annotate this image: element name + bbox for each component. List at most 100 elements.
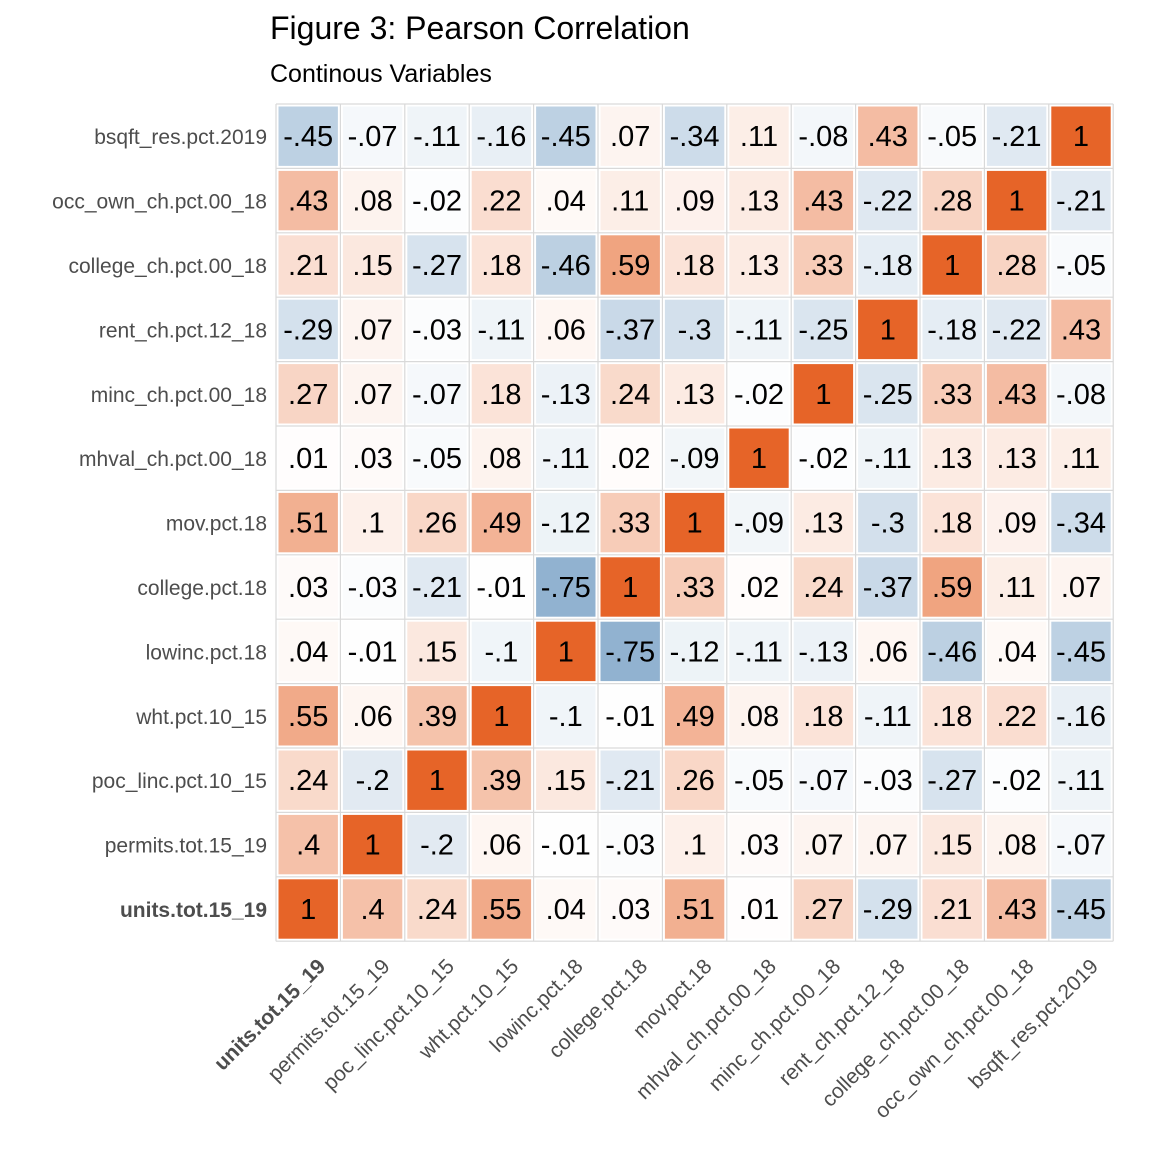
cell-value-label: .06: [352, 701, 392, 733]
heatmap-cell: [278, 170, 338, 231]
cell-value-label: .18: [803, 701, 843, 733]
cell-value-label: 1: [944, 250, 960, 282]
heatmap-cell: [664, 621, 725, 682]
y-axis-label: lowinc.pct.18: [146, 641, 267, 664]
cell-value-label: .43: [996, 894, 1036, 926]
heatmap-cell: [342, 750, 403, 810]
heatmap-cell: [471, 621, 532, 682]
cell-value-label: .07: [610, 121, 650, 153]
cell-value-label: -.08: [798, 121, 848, 153]
heatmap-cell: [986, 364, 1047, 424]
heatmap-cell: [793, 428, 854, 488]
cell-value-label: -.25: [798, 314, 848, 346]
heatmap-cell: [858, 686, 918, 746]
y-axis-label: rent_ch.pct.12_18: [99, 319, 267, 342]
cell-value-label: -.01: [541, 830, 591, 862]
y-axis-label: bsqft_res.pct.2019: [94, 126, 267, 149]
heatmap-cell: [407, 364, 467, 424]
grid-lines: [275, 103, 1114, 942]
heatmap-cell: [729, 686, 789, 746]
heatmap-cell: [986, 879, 1047, 939]
heatmap-cell: [858, 879, 918, 939]
heatmap-cell: [664, 492, 725, 553]
heatmap-cell: [278, 750, 338, 810]
cell-value-label: -.45: [1056, 636, 1106, 668]
cell-value-label: 1: [1073, 121, 1089, 153]
cell-value-label: .27: [803, 894, 843, 926]
cell-value-label: .03: [739, 830, 779, 862]
heatmap-cell: [342, 492, 403, 553]
heatmap-cell: [729, 170, 789, 231]
cell-value-label: .18: [932, 508, 972, 540]
cell-value-label: .06: [481, 830, 521, 862]
heatmap-cell: [407, 428, 467, 488]
cell-value-label: 1: [880, 314, 896, 346]
cell-value-label: .4: [296, 830, 320, 862]
heatmap-cell: [407, 299, 467, 360]
cell-value-label: .11: [998, 572, 1036, 604]
heatmap-cell: [278, 428, 338, 488]
heatmap-cell: [471, 428, 532, 488]
cell-value-label: -.22: [992, 314, 1042, 346]
heatmap-cell: [471, 557, 532, 617]
heatmap-cell: [858, 170, 918, 231]
heatmap-cell: [922, 235, 982, 295]
heatmap-cell: [471, 235, 532, 295]
heatmap-cell: [342, 364, 403, 424]
heatmap-cell: [536, 750, 596, 810]
heatmap-cell: [471, 686, 532, 746]
cell-value-label: .15: [546, 765, 586, 797]
heatmap-cell: [536, 557, 596, 617]
heatmap-cell: [278, 621, 338, 682]
heatmap-cell: [1051, 686, 1111, 746]
heatmap-cell: [729, 299, 789, 360]
cell-value-label: .02: [739, 572, 779, 604]
heatmap-cell: [407, 750, 467, 810]
heatmap-cell: [1051, 557, 1111, 617]
cell-value-label: .51: [288, 508, 328, 540]
cell-value-label: -.37: [605, 314, 655, 346]
heatmap-cell: [729, 879, 789, 939]
cell-value-label: .55: [481, 894, 521, 926]
cell-value-label: .08: [352, 186, 392, 218]
cell-value-label: .15: [932, 830, 972, 862]
heatmap-cell: [342, 621, 403, 682]
heatmap-cell: [536, 492, 596, 553]
heatmap-cell: [1051, 299, 1111, 360]
cell-value-label: .43: [868, 121, 908, 153]
cell-value-label: .03: [610, 894, 650, 926]
heatmap-cell: [793, 170, 854, 231]
heatmap-cell: [729, 428, 789, 488]
heatmap-cell: [278, 686, 338, 746]
heatmap-cell: [793, 879, 854, 939]
heatmap-cell: [471, 170, 532, 231]
heatmap-cell: [342, 814, 403, 875]
heatmap-cell: [600, 428, 660, 488]
cell-value-label: .33: [674, 572, 714, 604]
heatmap-cell: [986, 106, 1047, 166]
cell-value-label: -.09: [670, 443, 720, 475]
cell-value-label: -.75: [605, 636, 655, 668]
cell-value-label: -.3: [678, 314, 712, 346]
heatmap-cell: [342, 235, 403, 295]
cell-value-label: .27: [288, 379, 328, 411]
heatmap-cell: [729, 814, 789, 875]
heatmap-cell: [536, 170, 596, 231]
cell-value-label: -.3: [871, 508, 905, 540]
cell-value-label: -.2: [420, 830, 454, 862]
heatmap-cell: [407, 106, 467, 166]
heatmap-cell: [342, 879, 403, 939]
cell-value-label: -.25: [863, 379, 913, 411]
cell-value-label: -.46: [541, 250, 591, 282]
y-axis-label: wht.pct.10_15: [135, 706, 267, 729]
y-axis: units.tot.15_19 permits.tot.15_19 poc_linc…: [52, 126, 267, 922]
heatmap-cell: [471, 106, 532, 166]
heatmap-cell: [729, 557, 789, 617]
cell-value-label: -.34: [670, 121, 720, 153]
cell-value-label: 1: [493, 701, 509, 733]
heatmap-cell: [858, 364, 918, 424]
heatmap-cell: [922, 814, 982, 875]
heatmap-cell: [793, 814, 854, 875]
heatmap-cell: [471, 492, 532, 553]
chart-title: Figure 3: Pearson Correlation: [270, 10, 690, 46]
